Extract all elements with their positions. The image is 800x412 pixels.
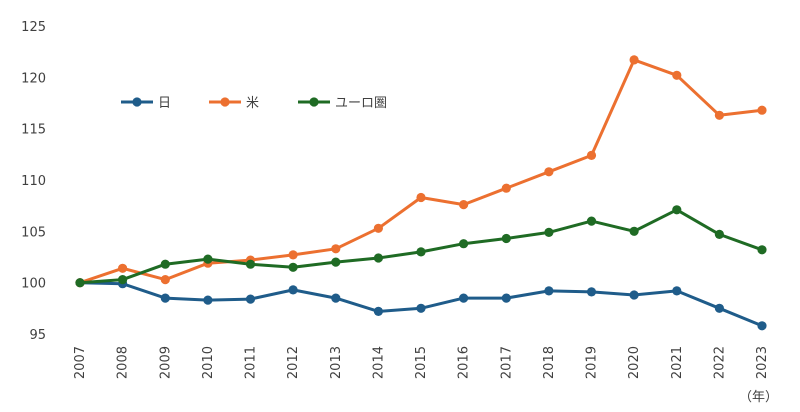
legend-label: ユーロ圏 <box>335 96 387 111</box>
x-tick-label: 2021 <box>670 346 685 379</box>
legend-item: ユーロ圏 <box>298 96 387 111</box>
data-point <box>586 216 597 226</box>
data-point <box>118 263 128 273</box>
x-tick-label: 2020 <box>627 346 642 379</box>
data-point <box>160 275 170 285</box>
y-tick-label: 110 <box>21 174 46 189</box>
data-point <box>586 287 597 297</box>
x-tick-label: 2016 <box>457 346 472 379</box>
data-point <box>288 285 298 295</box>
x-tick-label: 2011 <box>244 346 259 379</box>
legend-item: 米 <box>209 96 259 111</box>
data-point <box>714 303 725 313</box>
x-tick-label: 2017 <box>499 346 514 379</box>
x-tick-label: 2014 <box>371 346 386 379</box>
data-point <box>672 70 682 80</box>
data-point <box>118 275 128 285</box>
data-point <box>203 254 213 264</box>
data-point <box>416 303 426 313</box>
y-tick-label: 125 <box>21 20 46 35</box>
data-point <box>331 293 341 303</box>
legend-marker <box>309 97 319 107</box>
y-tick-label: 95 <box>29 328 46 343</box>
x-axis-unit-label: （年） <box>739 390 778 405</box>
data-point <box>416 247 426 257</box>
legend-label: 日 <box>158 96 171 111</box>
data-point <box>288 262 298 272</box>
data-point <box>373 223 383 233</box>
x-tick-label: 2019 <box>585 346 600 379</box>
y-axis: 95 100 105 110 115 120 125 <box>21 20 46 343</box>
series-0 <box>75 278 767 331</box>
data-point <box>586 150 597 160</box>
data-point <box>501 183 511 193</box>
data-point <box>459 239 469 249</box>
data-point <box>501 233 511 244</box>
data-point <box>75 278 85 288</box>
series-layer <box>75 55 767 331</box>
data-point <box>459 293 469 303</box>
x-axis: 2007 2008 2009 2010 2011 2012 2013 2014 2015 2016… <box>73 346 770 379</box>
x-tick-label: 2009 <box>158 346 173 379</box>
legend: 日 米 ユーロ圏 <box>121 96 387 111</box>
data-point <box>672 286 682 296</box>
data-point <box>373 253 383 263</box>
data-point <box>544 286 554 296</box>
x-tick-label: 2012 <box>286 346 301 379</box>
data-point <box>629 55 639 65</box>
data-point <box>288 250 298 260</box>
data-point <box>245 259 256 269</box>
data-point <box>245 294 256 304</box>
data-point <box>373 306 383 316</box>
y-tick-label: 115 <box>21 123 46 138</box>
data-point <box>416 192 426 203</box>
data-point <box>459 200 469 210</box>
data-point <box>331 257 341 267</box>
data-point <box>331 244 341 254</box>
y-tick-label: 105 <box>21 225 46 240</box>
data-point <box>203 295 213 305</box>
series-2 <box>75 205 767 288</box>
data-point <box>629 290 639 300</box>
legend-label: 米 <box>246 96 259 111</box>
data-point <box>757 321 767 331</box>
x-tick-label: 2010 <box>201 346 216 379</box>
data-point <box>757 245 767 255</box>
data-point <box>629 226 639 236</box>
x-tick-label: 2018 <box>542 346 557 379</box>
data-point <box>501 293 511 303</box>
x-tick-label: 2023 <box>755 346 770 379</box>
y-tick-label: 100 <box>21 277 46 292</box>
data-point <box>714 229 725 239</box>
data-point <box>544 167 554 177</box>
data-point <box>714 110 725 120</box>
legend-marker <box>220 97 230 107</box>
x-tick-label: 2015 <box>414 346 429 379</box>
x-tick-label: 2007 <box>73 346 88 379</box>
x-tick-label: 2013 <box>329 346 344 379</box>
data-point <box>757 105 767 115</box>
y-tick-label: 120 <box>21 71 46 86</box>
legend-item: 日 <box>121 96 171 111</box>
data-point <box>544 227 554 237</box>
data-point <box>160 259 170 269</box>
data-point <box>160 293 170 303</box>
x-tick-label: 2008 <box>116 346 131 379</box>
legend-marker <box>132 97 142 107</box>
x-tick-label: 2022 <box>712 346 727 379</box>
data-point <box>672 205 682 215</box>
